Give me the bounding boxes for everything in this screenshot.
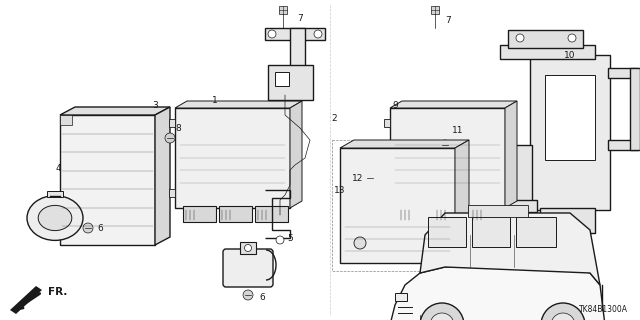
Bar [472, 217, 510, 247]
Text: 7: 7 [445, 15, 451, 25]
Bar [384, 119, 390, 127]
Text: 1: 1 [212, 95, 218, 105]
Bar [183, 206, 216, 222]
Bar [60, 115, 72, 125]
Text: 6: 6 [97, 223, 103, 233]
Bar [265, 28, 325, 40]
Text: 10: 10 [564, 51, 576, 60]
Polygon shape [175, 101, 302, 108]
Polygon shape [505, 101, 517, 208]
Bar [275, 72, 289, 86]
Text: 9: 9 [392, 100, 398, 109]
Polygon shape [390, 267, 605, 320]
Bar [60, 115, 155, 245]
Circle shape [440, 140, 450, 150]
Bar [608, 68, 638, 78]
Bar [434, 206, 467, 222]
Text: 5: 5 [287, 234, 293, 243]
Bar [332, 140, 463, 271]
Circle shape [83, 223, 93, 233]
Bar [240, 242, 256, 254]
Text: 8: 8 [175, 124, 181, 132]
Text: 7: 7 [297, 13, 303, 22]
Circle shape [244, 244, 252, 252]
Circle shape [568, 34, 576, 42]
Bar [219, 206, 252, 222]
Text: 13: 13 [334, 186, 346, 195]
Ellipse shape [27, 196, 83, 240]
Text: 11: 11 [452, 125, 464, 134]
Text: 12: 12 [352, 173, 364, 182]
Bar [545, 75, 595, 160]
Circle shape [516, 34, 524, 42]
Text: TK84B1300A: TK84B1300A [579, 305, 628, 314]
Bar [608, 140, 638, 150]
Text: 6: 6 [259, 293, 265, 302]
Bar [540, 208, 595, 233]
Bar [500, 45, 595, 59]
Polygon shape [290, 101, 302, 208]
Circle shape [243, 290, 253, 300]
Bar [169, 189, 175, 197]
Bar [470, 206, 502, 222]
Polygon shape [10, 286, 42, 314]
Text: 4: 4 [55, 164, 61, 172]
Text: FR.: FR. [48, 287, 67, 297]
Polygon shape [455, 140, 469, 263]
Bar [255, 206, 287, 222]
Bar [279, 6, 287, 14]
FancyBboxPatch shape [223, 249, 273, 287]
Circle shape [541, 303, 585, 320]
Circle shape [165, 133, 175, 143]
Polygon shape [340, 140, 469, 148]
Bar [169, 119, 175, 127]
Bar [510, 145, 532, 210]
Text: 2: 2 [331, 114, 337, 123]
Bar [268, 65, 313, 100]
Ellipse shape [38, 205, 72, 231]
Bar [468, 205, 528, 217]
Polygon shape [155, 107, 170, 245]
Circle shape [314, 30, 322, 38]
Text: 3: 3 [152, 100, 158, 109]
Circle shape [268, 30, 276, 38]
Bar [398, 206, 431, 222]
Bar [530, 55, 610, 210]
Circle shape [420, 303, 464, 320]
Circle shape [276, 236, 284, 244]
Bar [425, 258, 437, 270]
Bar [175, 108, 290, 208]
Bar [516, 217, 556, 247]
Circle shape [551, 313, 575, 320]
Polygon shape [60, 107, 170, 115]
Bar [441, 258, 453, 270]
Circle shape [354, 237, 366, 249]
Bar [395, 293, 407, 301]
Bar [630, 68, 640, 150]
Circle shape [365, 173, 375, 183]
Bar [428, 217, 466, 247]
Bar [390, 108, 505, 208]
Circle shape [551, 216, 559, 224]
Bar [508, 30, 583, 48]
Circle shape [430, 313, 454, 320]
Bar [384, 189, 390, 197]
Polygon shape [390, 101, 517, 108]
Bar [47, 191, 63, 197]
Bar [290, 28, 305, 68]
Polygon shape [420, 213, 600, 285]
Bar [505, 200, 537, 212]
Bar [340, 148, 455, 263]
Bar [431, 6, 439, 14]
